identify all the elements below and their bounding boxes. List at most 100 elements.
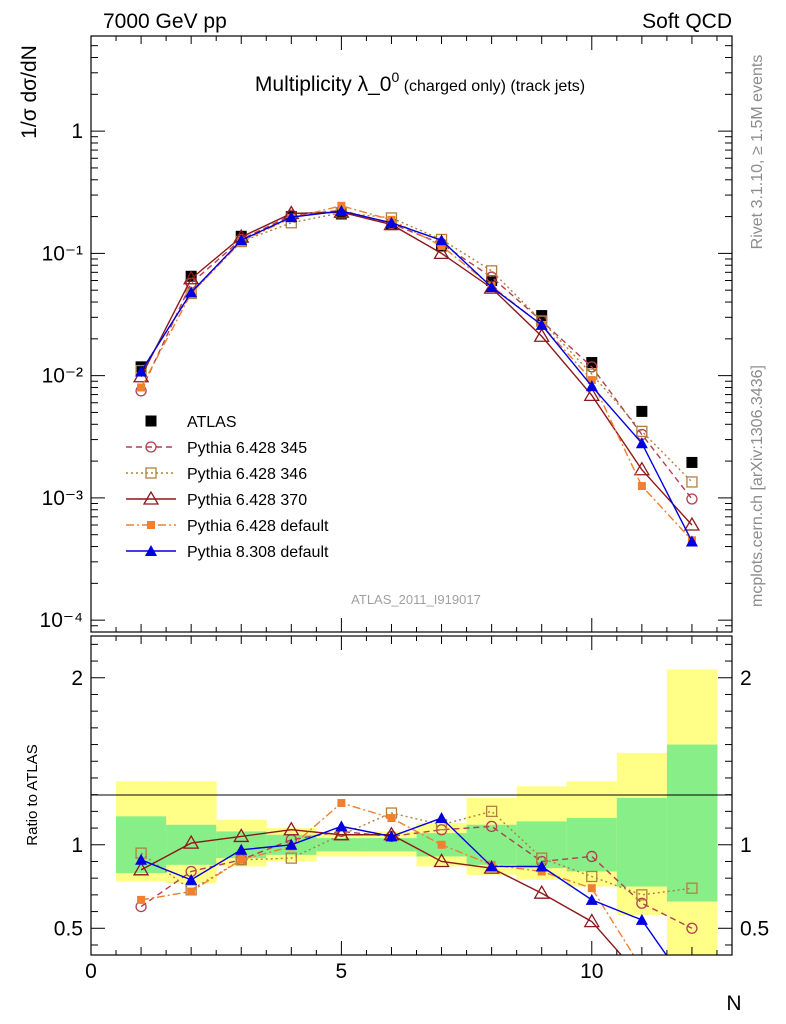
legend-marker (145, 415, 157, 427)
y-tick-label: 1 (71, 120, 83, 143)
legend-item: Pythia 8.308 default (126, 544, 329, 561)
data-point (636, 425, 648, 438)
legend-label: Pythia 6.428 default (187, 518, 329, 535)
ratio-point (187, 887, 196, 896)
mcplots-label: mcplots.cern.ch [arXiv:1306.3436] (749, 365, 766, 607)
main-ylabel: 1/σ dσ/dN (18, 45, 41, 139)
plot-title-sup: 0 (391, 69, 399, 85)
data-point (686, 493, 698, 505)
ratio-ylabel: Ratio to ATLAS (24, 744, 41, 845)
ratio-point (583, 913, 600, 928)
legend-item: Pythia 6.428 346 (126, 466, 307, 483)
ratio-y-tick-label-right: 0.5 (740, 917, 769, 940)
legend: ATLAS Pythia 6.428 345 Pythia 6.428 346 Pyt… (126, 414, 329, 561)
ratio-y-tick-label-right: 1 (740, 834, 752, 857)
data-point (535, 318, 548, 330)
ratio-point (137, 895, 146, 904)
data-point (137, 383, 146, 392)
main-frame (90, 35, 733, 633)
ratio-point (132, 861, 150, 876)
series-line (140, 205, 693, 541)
ratio-point (335, 820, 348, 832)
ratio-point (485, 860, 498, 872)
ratio-point (235, 843, 248, 855)
data-point (686, 476, 698, 488)
data-point (485, 281, 498, 293)
ratio-band-green (666, 744, 718, 902)
ratio-band-green (616, 798, 668, 887)
legend-marker (145, 545, 157, 556)
series-line (140, 212, 693, 483)
legend-item: Pythia 6.428 345 (126, 440, 307, 457)
data-point (586, 357, 598, 369)
ratio-y-tick-label-right: 2 (740, 667, 752, 690)
legend-label: Pythia 6.428 346 (187, 466, 307, 483)
ratio-band-green (516, 821, 568, 869)
ratio-point (586, 850, 598, 863)
ratio-point (385, 830, 398, 842)
y-tick-label: 10⁻⁴ (40, 609, 83, 632)
ratio-series-pythia-8-308-default (135, 812, 668, 955)
ratio-point (535, 860, 548, 872)
analysis-watermark: ATLAS_2011_I919017 (351, 592, 481, 607)
legend-item: ATLAS (145, 414, 237, 431)
data-point (435, 234, 448, 246)
data-point (135, 365, 148, 377)
series-line (140, 210, 693, 542)
data-point (433, 245, 450, 260)
ratio-point (485, 805, 498, 818)
legend-label: ATLAS (187, 414, 237, 431)
x-tick-label: 10 (580, 960, 603, 983)
ratio-point (183, 834, 200, 849)
ratio-point (337, 799, 346, 808)
axes-layer: 0 5 10 1 10⁻¹ 10⁻² 10⁻³ 10⁻⁴ 0.5 0.5 1 1 2 2 (40, 35, 769, 983)
ratio-point (285, 852, 297, 864)
ratio-series-layer (132, 799, 698, 955)
ratio-band-green (466, 824, 518, 865)
legend-item: Pythia 6.428 370 (126, 490, 307, 509)
ratio-frame (90, 635, 733, 956)
ratio-point (636, 897, 648, 909)
rivet-label: Rivet 3.1.10, ≥ 1.5M events (749, 55, 766, 250)
y-tick-label: 10⁻³ (42, 487, 83, 510)
legend-marker (142, 490, 160, 505)
ratio-series-line (140, 817, 668, 955)
data-point (637, 482, 646, 491)
ratio-point (587, 884, 596, 893)
x-tick-label: 0 (85, 960, 97, 983)
data-point (583, 387, 600, 401)
series-pythia-6-428-345 (135, 204, 698, 505)
data-point (285, 211, 298, 223)
header-right: Soft QCD (642, 10, 732, 33)
data-point (683, 516, 701, 531)
data-point (585, 380, 598, 392)
x-tick-label: 5 (336, 960, 348, 983)
ratio-point (433, 853, 450, 868)
legend-marker (147, 521, 155, 529)
data-point (636, 405, 648, 417)
ratio-series-line (140, 825, 693, 929)
legend-label: Pythia 6.428 370 (187, 492, 307, 509)
ratio-point (533, 884, 550, 899)
ratio-point (387, 814, 396, 823)
data-point (335, 205, 348, 217)
ratio-point (537, 867, 546, 876)
data-point (235, 234, 248, 246)
ratio-band-green (166, 824, 217, 865)
data-point (635, 437, 648, 449)
plot-title-sub: (charged only) (track jets) (399, 78, 585, 95)
series-pythia-8-308-default (135, 205, 698, 547)
series-line (140, 211, 693, 526)
ratio-series-line (140, 802, 635, 955)
ratio-point (235, 854, 247, 866)
ratio-band-green (566, 818, 618, 872)
data-point (686, 456, 698, 468)
ratio-point (636, 889, 648, 901)
ratio-point (586, 870, 598, 883)
ratio-point (185, 873, 198, 885)
plot-title: Multiplicity λ_00 (charged only) (track … (255, 69, 585, 96)
data-point (385, 216, 398, 228)
ratio-y-tick-label: 1 (71, 834, 83, 857)
legend-marker (145, 467, 157, 479)
